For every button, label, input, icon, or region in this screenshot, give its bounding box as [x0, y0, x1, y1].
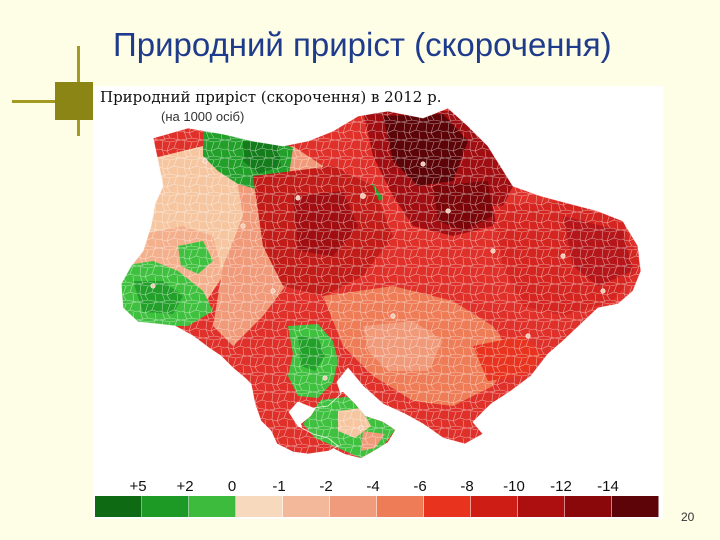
- legend-swatch: [518, 496, 565, 517]
- legend-swatch: [142, 496, 189, 517]
- legend-swatch: [377, 496, 424, 517]
- ukraine-map: +5 +2 0 -1 -2 -4 -6 -8 -10 -12 -14: [95, 107, 659, 517]
- legend-tick-label: +2: [176, 478, 193, 495]
- legend-tick-label: -6: [413, 478, 426, 495]
- decorative-square: [55, 82, 93, 120]
- legend-tick-label: -1: [272, 478, 285, 495]
- legend-swatch: [95, 496, 142, 517]
- legend-swatch: [283, 496, 330, 517]
- legend-tick-label: -8: [460, 478, 473, 495]
- city-dots: [150, 158, 606, 431]
- legend-tick-label: -10: [503, 478, 525, 495]
- legend-swatch: [565, 496, 612, 517]
- map-panel: +5 +2 0 -1 -2 -4 -6 -8 -10 -12 -14 Природний прирі…: [93, 86, 663, 519]
- legend-swatch: [330, 496, 377, 517]
- slide-title: Природний приріст (скорочення): [113, 26, 612, 63]
- legend-swatch: [236, 496, 283, 517]
- legend-tick-label: +5: [129, 478, 146, 495]
- map-title: Природний приріст (скорочення) в 2012 р.: [100, 88, 442, 106]
- legend-tick-label: -12: [550, 478, 572, 495]
- legend-swatch: [424, 496, 471, 517]
- legend-swatch: [471, 496, 518, 517]
- legend-tick-label: -4: [366, 478, 379, 495]
- legend-tick-label: -14: [597, 478, 619, 495]
- page-number: 20: [681, 510, 695, 524]
- map-subtitle: (на 1000 осіб): [161, 109, 245, 124]
- legend-swatch: [189, 496, 236, 517]
- legend-tick-label: 0: [228, 478, 236, 495]
- legend-swatch: [612, 496, 659, 517]
- legend-tick-labels: +5 +2 0 -1 -2 -4 -6 -8 -10 -12 -14: [129, 478, 618, 495]
- decorative-horizontal-line: [12, 100, 96, 103]
- legend-swatches: [95, 496, 659, 517]
- legend-tick-label: -2: [319, 478, 332, 495]
- map-legend: +5 +2 0 -1 -2 -4 -6 -8 -10 -12 -14: [95, 478, 659, 517]
- ukraine-map-fill: [120, 107, 642, 458]
